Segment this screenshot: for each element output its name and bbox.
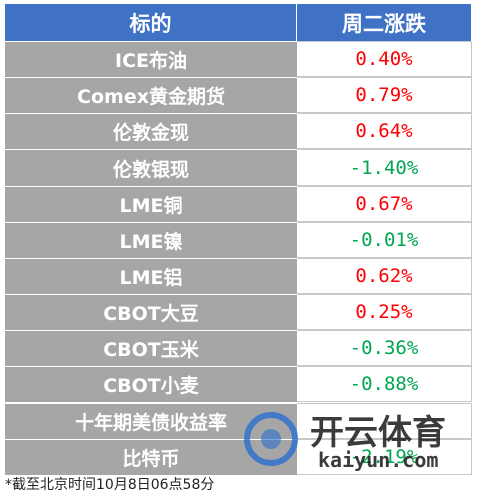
row-change: -0.01% bbox=[297, 221, 472, 258]
header-cell: 周二涨跌 bbox=[297, 4, 472, 41]
row-change bbox=[297, 402, 472, 439]
row-label: LME镍 bbox=[5, 221, 297, 258]
row-change: 0.62% bbox=[297, 257, 472, 295]
row-label: LME铝 bbox=[5, 257, 297, 295]
row-label: LME铜 bbox=[5, 185, 297, 222]
watermark-brand: 开云体育 bbox=[310, 413, 446, 453]
row-label: CBOT小麦 bbox=[5, 366, 297, 403]
row-change: 0.67% bbox=[297, 185, 472, 222]
row-change: 0.25% bbox=[297, 294, 472, 331]
row-label: 伦敦金现 bbox=[5, 113, 297, 150]
row-change: 0.40% bbox=[297, 41, 472, 78]
row-label: 伦敦银现 bbox=[5, 149, 297, 186]
row-change: -1.40% bbox=[297, 149, 472, 186]
row-change: -0.36% bbox=[297, 330, 472, 367]
row-label: CBOT大豆 bbox=[5, 294, 297, 331]
row-change: -0.88% bbox=[297, 366, 472, 403]
row-change: 0.79% bbox=[297, 77, 472, 114]
row-label: ICE布油 bbox=[5, 41, 297, 78]
row-label: CBOT玉米 bbox=[5, 330, 297, 367]
row-change: -2.19% bbox=[297, 438, 472, 475]
header-cell: 标的 bbox=[5, 4, 297, 41]
row-change: 0.64% bbox=[297, 113, 472, 150]
watermark-logo bbox=[244, 412, 298, 466]
row-label: 十年期美债收益率 bbox=[5, 402, 297, 439]
row-label: Comex黄金期货 bbox=[5, 77, 297, 114]
watermark-site: kaiyun.com bbox=[318, 448, 439, 472]
footnote: *截至北京时间10月8日06点58分 bbox=[5, 477, 215, 493]
